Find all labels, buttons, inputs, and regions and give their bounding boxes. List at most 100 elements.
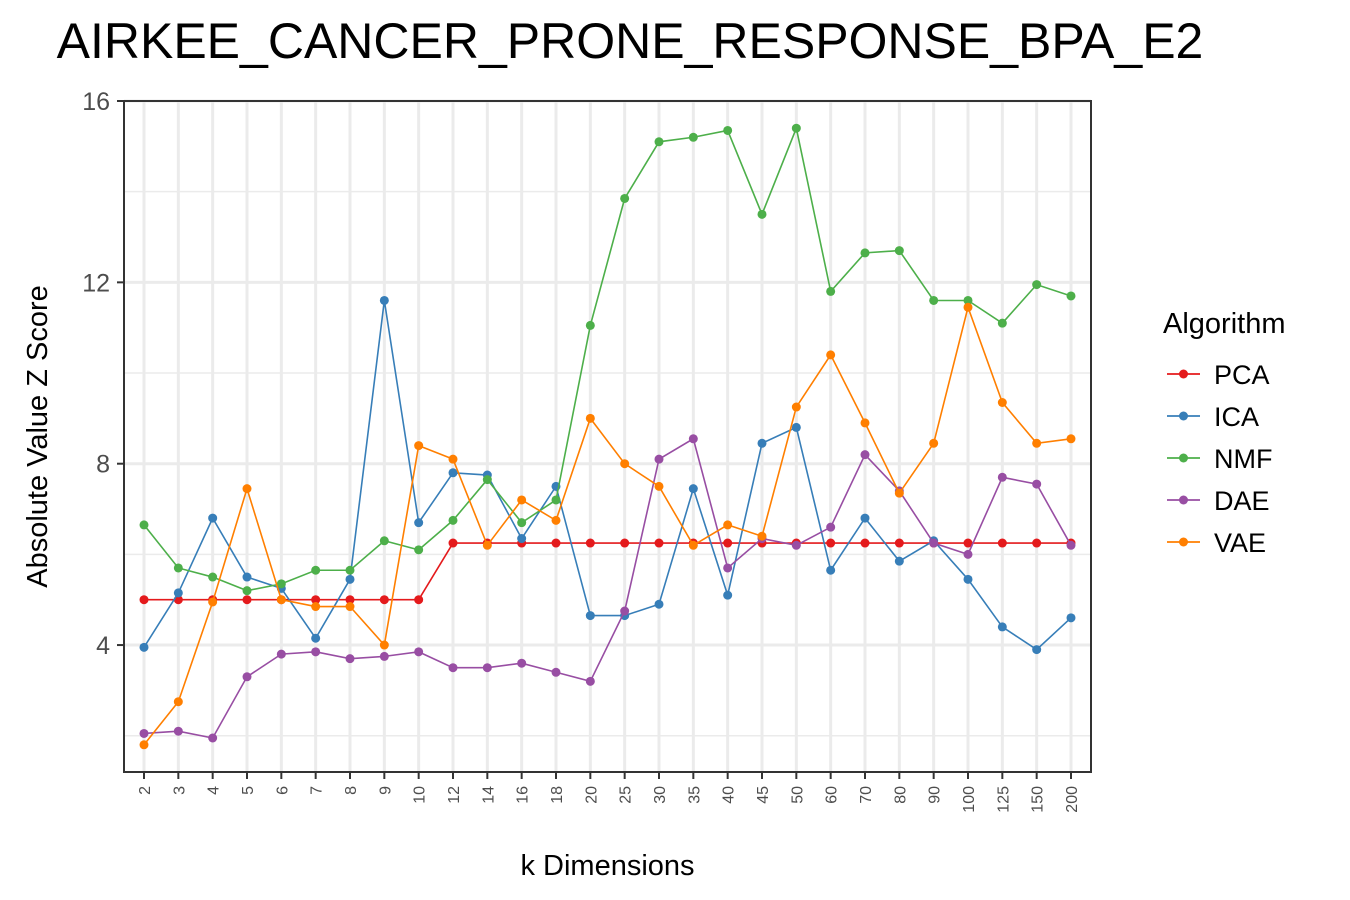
- data-point-vae: [208, 597, 218, 607]
- x-tick-label: 10: [412, 786, 429, 804]
- data-point-dae: [929, 538, 939, 548]
- data-point-vae: [688, 540, 698, 550]
- data-point-nmf: [517, 518, 527, 528]
- data-point-nmf: [757, 209, 767, 219]
- data-point-ica: [379, 295, 389, 305]
- data-point-nmf: [654, 137, 664, 147]
- chart-title: AIRKEE_CANCER_PRONE_RESPONSE_BPA_E2: [56, 13, 1204, 69]
- data-point-ica: [757, 438, 767, 448]
- data-point-vae: [585, 413, 595, 423]
- data-point-vae: [139, 740, 149, 750]
- data-point-ica: [1032, 645, 1042, 655]
- data-point-nmf: [276, 579, 286, 589]
- data-point-nmf: [173, 563, 183, 573]
- data-point-nmf: [620, 193, 630, 203]
- data-point-ica: [414, 518, 424, 528]
- data-point-ica: [894, 556, 904, 566]
- y-tick-label: 16: [82, 88, 110, 116]
- data-point-ica: [242, 572, 252, 582]
- data-point-pca: [654, 538, 664, 548]
- data-point-ica: [688, 484, 698, 494]
- data-point-dae: [1066, 540, 1076, 550]
- data-point-vae: [826, 350, 836, 360]
- data-point-nmf: [242, 586, 252, 596]
- x-tick-label: 70: [858, 786, 875, 804]
- data-point-vae: [448, 454, 458, 464]
- data-point-nmf: [311, 565, 321, 575]
- data-point-dae: [585, 676, 595, 686]
- data-point-vae: [242, 484, 252, 494]
- x-tick-label: 80: [892, 786, 909, 804]
- data-point-vae: [482, 540, 492, 550]
- series-line-ica: [143, 300, 1072, 651]
- x-tick-label: 90: [927, 786, 944, 804]
- data-point-nmf: [379, 536, 389, 546]
- data-point-nmf: [139, 520, 149, 530]
- series-line-pca: [144, 542, 1071, 601]
- data-point-pca: [894, 538, 904, 548]
- data-point-vae: [1032, 438, 1042, 448]
- data-point-vae: [791, 402, 801, 412]
- data-point-nmf: [414, 545, 424, 555]
- y-tick-label: 12: [82, 269, 110, 297]
- data-point-nmf: [345, 565, 355, 575]
- data-point-ica: [448, 468, 458, 478]
- x-tick-label: 3: [171, 786, 188, 795]
- data-point-nmf: [688, 132, 698, 142]
- data-point-nmf: [723, 125, 733, 135]
- x-tick-label: 16: [515, 786, 532, 804]
- data-point-vae: [1066, 434, 1076, 444]
- data-point-vae: [929, 438, 939, 448]
- x-axis-title: k Dimensions: [520, 850, 694, 882]
- data-point-vae: [654, 481, 664, 491]
- data-point-dae: [208, 733, 218, 743]
- data-point-nmf: [482, 475, 492, 485]
- data-point-vae: [894, 488, 904, 498]
- data-point-ica: [826, 565, 836, 575]
- x-tick-label: 30: [652, 786, 669, 804]
- x-tick-label: 20: [583, 786, 600, 804]
- data-point-ica: [139, 642, 149, 652]
- legend: Algorithm PCA ICA NMF DAE VAE: [1163, 308, 1286, 558]
- data-point-pca: [860, 538, 870, 548]
- data-point-ica: [997, 622, 1007, 632]
- data-point-nmf: [826, 286, 836, 296]
- x-tick-label: 4: [206, 786, 223, 795]
- x-tick-label: 100: [961, 786, 978, 813]
- data-point-vae: [997, 397, 1007, 407]
- data-point-vae: [551, 515, 561, 525]
- data-point-ica: [345, 574, 355, 584]
- data-point-dae: [791, 540, 801, 550]
- data-point-dae: [963, 549, 973, 559]
- legend-title: Algorithm: [1163, 308, 1286, 340]
- data-point-dae: [448, 663, 458, 673]
- data-point-pca: [379, 595, 389, 605]
- data-point-vae: [379, 640, 389, 650]
- data-point-pca: [242, 595, 252, 605]
- data-point-dae: [517, 658, 527, 668]
- data-point-nmf: [448, 515, 458, 525]
- x-tick-label: 40: [721, 786, 738, 804]
- data-point-pca: [997, 538, 1007, 548]
- x-tick-label: 9: [377, 786, 394, 795]
- data-point-dae: [482, 663, 492, 673]
- data-point-dae: [1032, 479, 1042, 489]
- data-point-pca: [448, 538, 458, 548]
- data-point-dae: [997, 472, 1007, 482]
- data-point-dae: [860, 450, 870, 460]
- x-tick-label: 8: [343, 786, 360, 795]
- data-point-pca: [311, 595, 321, 605]
- x-tick-label: 60: [824, 786, 841, 804]
- data-point-dae: [139, 728, 149, 738]
- data-point-dae: [620, 606, 630, 616]
- data-point-nmf: [585, 320, 595, 330]
- data-point-vae: [276, 595, 286, 605]
- legend-label-nmf: NMF: [1214, 444, 1272, 474]
- legend-label-ica: ICA: [1214, 402, 1259, 432]
- data-point-nmf: [791, 123, 801, 133]
- data-point-vae: [757, 531, 767, 541]
- data-point-nmf: [860, 248, 870, 258]
- data-point-vae: [345, 602, 355, 612]
